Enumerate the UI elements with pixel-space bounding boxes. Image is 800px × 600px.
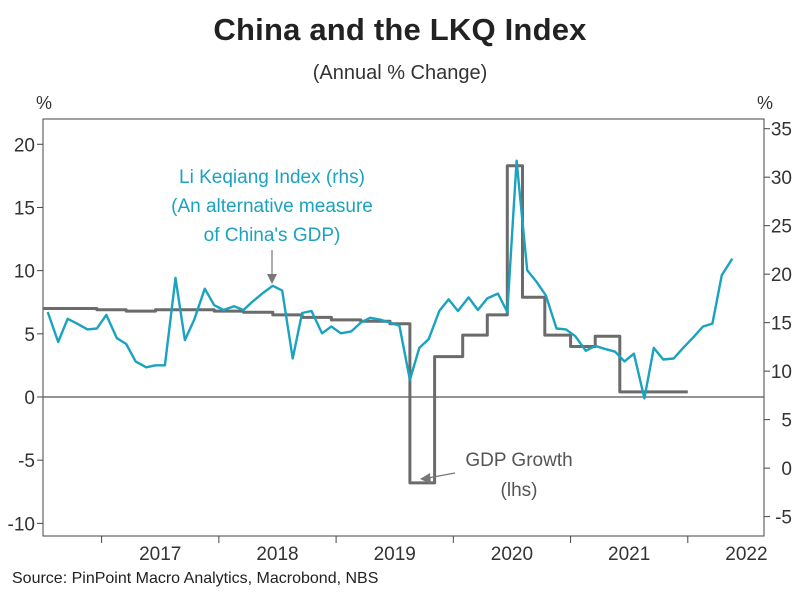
gdp-annotation-arrow xyxy=(427,472,456,479)
lkq-arrowhead xyxy=(267,274,277,284)
right-tick-label: 35 xyxy=(771,120,792,141)
right-tick-label: 25 xyxy=(771,217,792,238)
right-tick-label: 30 xyxy=(771,168,792,189)
right-tick-label: 0 xyxy=(781,459,792,480)
chart-title: China and the LKQ Index xyxy=(213,12,587,47)
lkq-index-line xyxy=(46,159,734,400)
left-tick-label: 0 xyxy=(24,388,35,409)
right-tick-label: 20 xyxy=(771,265,792,286)
x-year-label: 2017 xyxy=(139,544,181,565)
left-axis-unit: % xyxy=(36,93,52,113)
right-tick-label: -5 xyxy=(775,508,792,529)
left-tick-label: 15 xyxy=(14,198,35,219)
lkq-label-line-3: of China's GDP) xyxy=(204,225,341,246)
source-note: Source: PinPoint Macro Analytics, Macrob… xyxy=(12,570,379,587)
right-tick-label: 15 xyxy=(771,314,792,335)
x-year-label: 2020 xyxy=(491,544,533,565)
left-tick-label: 10 xyxy=(14,262,35,283)
left-tick-label: -10 xyxy=(8,514,35,535)
gdp-label-line-1: GDP Growth xyxy=(465,450,572,471)
right-tick-label: 10 xyxy=(771,362,792,383)
gdp-label-line-2: (lhs) xyxy=(501,480,538,501)
x-year-label: 2022 xyxy=(725,544,767,565)
gdp-arrowhead xyxy=(420,473,431,484)
gdp-growth-line xyxy=(43,164,688,485)
lkq-label-line-1: Li Keqiang Index (rhs) xyxy=(179,167,365,188)
x-year-label: 2019 xyxy=(374,544,416,565)
left-tick-label: 5 xyxy=(24,325,35,346)
plot-frame xyxy=(42,118,765,537)
right-axis-unit: % xyxy=(757,93,773,113)
left-tick-label: 20 xyxy=(14,135,35,156)
chart-subtitle: (Annual % Change) xyxy=(312,62,488,84)
x-year-label: 2021 xyxy=(608,544,650,565)
left-tick-label: -5 xyxy=(18,451,35,472)
lkq-label-line-2: (An alternative measure xyxy=(171,196,373,217)
right-tick-label: 5 xyxy=(781,411,792,432)
x-year-label: 2018 xyxy=(256,544,298,565)
